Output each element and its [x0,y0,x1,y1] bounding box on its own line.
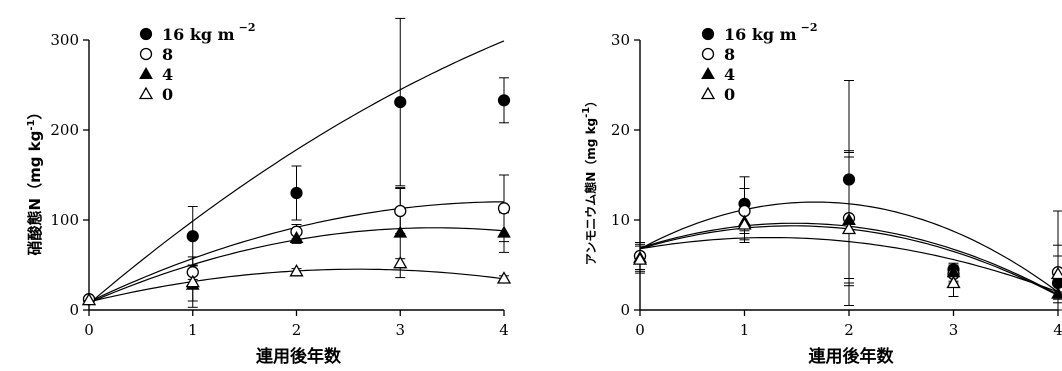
y-axis-label-group: アンモニウム態N（mg kg-1） [581,95,598,266]
x-tick-label: 1 [740,321,750,339]
legend-marker-open-triangle [700,86,716,100]
data-point-open-circle [394,204,407,218]
ammonium-chart: 0 10 20 30 0 1 2 3 4 連用後年数 アンモニウム態N（mg kg-1） 16 kg … [581,21,1062,367]
data-point-filled-triangle [497,225,511,238]
data-point-open-triangle [496,271,512,284]
x-tick-label: 2 [292,321,302,339]
legend-label: 4 [724,65,735,84]
legend-marker-filled-triangle [701,66,715,79]
legend-label-sup: −2 [239,21,256,34]
y-tick-label: 10 [611,211,630,229]
data-point-filled-circle [842,173,856,186]
y-axis-label-close: ） [583,95,598,107]
x-tick-label: 3 [395,321,405,339]
y-axis-label: アンモニウム態N（mg kg-1） [581,95,598,266]
y-tick-label: 0 [620,301,630,319]
x-tick-label: 4 [499,321,509,339]
data-point-filled-circle [394,95,407,109]
x-tick-label: 4 [1053,321,1062,339]
y-axis-label: 硝酸態N（mg kg-1） [26,105,44,256]
y-axis-label-main: 硝酸態N（mg kg [26,131,44,256]
data-point-open-triangle [393,255,408,269]
data-point-filled-circle [497,94,511,107]
x-tick-label: 2 [844,321,854,339]
data-point-filled-circle [186,230,199,243]
data-point-open-triangle [841,221,857,235]
x-axis-label: 連用後年数 [256,346,342,367]
legend-marker-filled-circle [139,27,153,41]
x-tick-label: 0 [635,321,645,339]
legend-label-sup: −2 [801,21,818,34]
y-axis-label-sup: -1 [581,107,592,118]
legend-marker-open-triangle [138,86,154,100]
legend-marker-filled-circle [701,27,715,41]
y-axis-label-main: アンモニウム態N（mg kg [583,118,598,265]
data-point-open-circle [497,202,511,215]
data-point-open-triangle [1050,266,1062,280]
x-axis-label: 連用後年数 [809,346,895,367]
data-point-filled-triangle [393,225,408,238]
data-point-open-triangle [289,263,304,277]
y-tick-label: 300 [50,31,79,49]
data-point-open-triangle [737,217,752,230]
data-point-filled-circle [290,186,303,200]
y-axis-label-sup: -1 [26,119,37,130]
legend-marker-open-circle [701,47,715,61]
legend-marker-open-circle [139,47,153,61]
x-tick-label: 0 [84,321,94,339]
y-tick-label: 100 [50,211,79,229]
legend-label: 8 [724,45,735,64]
y-axis-label-close: ） [26,105,44,120]
data-point-open-triangle [632,252,648,265]
legend-label: 16 kg m −2 [162,21,255,44]
data-point-filled-triangle [1051,286,1062,299]
legend-marker-filled-triangle [139,66,153,79]
y-axis-label-group: 硝酸態N（mg kg-1） [26,105,44,256]
data-point-filled-triangle [289,230,304,243]
y-tick-label: 30 [611,31,630,49]
y-tick-label: 200 [50,121,79,139]
y-tick-label: 20 [611,121,630,139]
legend-label: 0 [724,85,735,104]
data-point-open-triangle [185,274,200,288]
legend-label: 4 [162,65,173,84]
y-tick-label: 0 [69,301,79,319]
data-point-open-triangle [81,292,97,306]
fit-curve-0 [88,40,505,305]
nitrate-chart: 0 100 200 300 0 1 2 3 4 連用後年数 硝酸態N（mg kg-1） 16 kg m… [26,17,512,367]
legend-label: 0 [162,85,173,104]
x-tick-label: 1 [188,321,198,339]
legend-label: 16 kg m −2 [724,21,817,44]
x-tick-label: 3 [949,321,959,339]
data-point-open-triangle [946,275,961,289]
legend-label: 8 [162,45,173,64]
